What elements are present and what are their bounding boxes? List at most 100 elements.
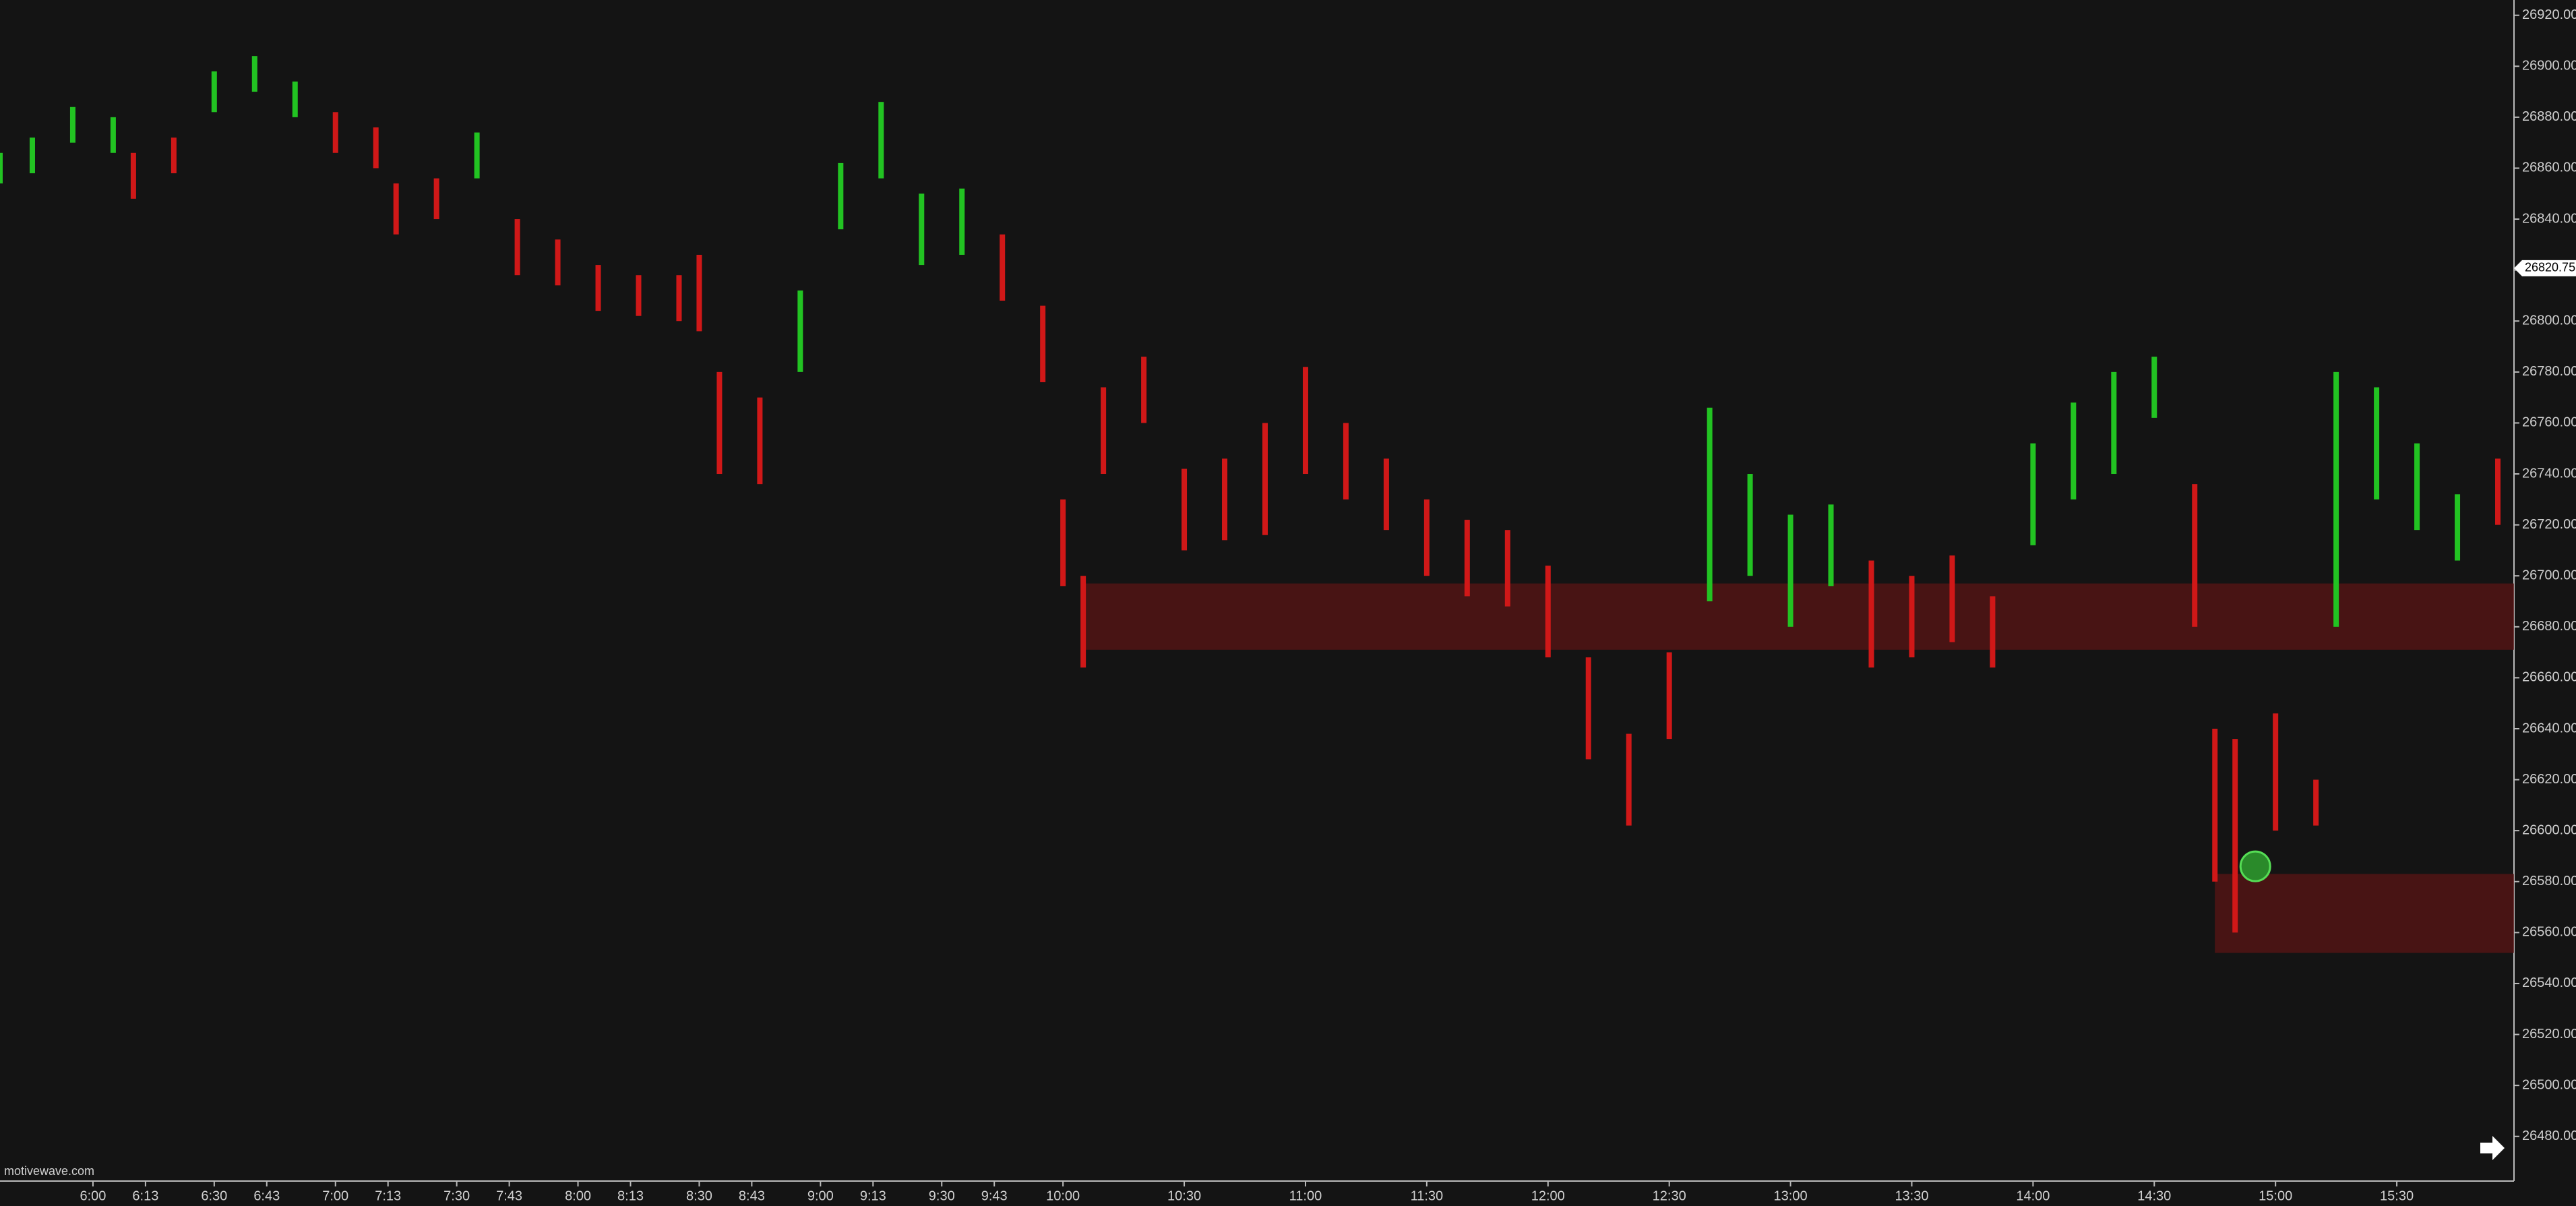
y-tick-label: 26760.00 (2522, 415, 2576, 430)
price-bar (1787, 514, 1793, 627)
price-bar (1949, 555, 1955, 642)
price-bar (959, 188, 965, 255)
plot (0, 56, 2514, 953)
x-tick-label: 13:30 (1895, 1188, 1928, 1203)
price-bar (1828, 504, 1834, 586)
y-tick-label: 26560.00 (2522, 925, 2576, 940)
scroll-arrow-icon[interactable] (2480, 1136, 2505, 1160)
watermark: motivewave.com (4, 1164, 94, 1178)
y-tick-label: 26480.00 (2522, 1128, 2576, 1143)
y-tick-label: 26640.00 (2522, 721, 2576, 735)
price-bar (1182, 469, 1188, 551)
x-tick-label: 6:13 (132, 1188, 158, 1203)
x-tick-label: 7:43 (496, 1188, 522, 1203)
last-price-label: 26820.75 (2525, 261, 2575, 274)
x-tick-label: 12:30 (1653, 1188, 1686, 1203)
x-tick-label: 15:30 (2380, 1188, 2414, 1203)
price-bar (251, 56, 257, 92)
y-tick-label: 26800.00 (2522, 313, 2576, 328)
price-bar (2414, 443, 2420, 531)
price-bar (2273, 713, 2279, 831)
price-bar (2192, 484, 2198, 627)
y-tick-label: 26900.00 (2522, 59, 2576, 73)
price-bar (595, 265, 601, 311)
price-bar (2030, 443, 2036, 545)
y-tick-label: 26840.00 (2522, 211, 2576, 226)
price-bar (373, 127, 379, 169)
price-bar (555, 239, 561, 286)
price-bar (1343, 423, 1349, 500)
price-bar (716, 371, 723, 475)
price-bar (2374, 387, 2380, 500)
x-tick-label: 9:43 (981, 1188, 1008, 1203)
price-bar (1141, 357, 1147, 423)
price-bar (1383, 458, 1389, 531)
y-tick-label: 26740.00 (2522, 466, 2576, 481)
price-bar (2212, 728, 2218, 882)
price-bar (514, 219, 520, 276)
price-bar (393, 183, 399, 235)
price-bar (2455, 494, 2461, 561)
price-bar (1302, 367, 1308, 475)
x-tick-label: 8:13 (617, 1188, 644, 1203)
price-bar (757, 397, 763, 485)
x-tick-label: 15:00 (2259, 1188, 2292, 1203)
x-tick-label: 11:30 (1411, 1188, 1444, 1203)
price-bar (1909, 576, 1915, 658)
price-bar (2333, 371, 2339, 627)
price-bar (2313, 779, 2319, 826)
x-tick-label: 6:30 (201, 1188, 227, 1203)
x-tick-label: 14:30 (2137, 1188, 2171, 1203)
x-tick-label: 6:00 (80, 1188, 106, 1203)
price-bar (1080, 576, 1086, 668)
x-tick-label: 8:30 (686, 1188, 712, 1203)
price-bar (2111, 371, 2117, 475)
price-bar (1423, 499, 1430, 576)
x-tick-label: 10:30 (1167, 1188, 1201, 1203)
y-tick-label: 26700.00 (2522, 568, 2576, 582)
y-tick-label: 26880.00 (2522, 109, 2576, 124)
zone (1085, 583, 2514, 650)
last-price-tag (2514, 260, 2576, 276)
price-bar (211, 71, 217, 113)
x-tick-label: 8:00 (565, 1188, 591, 1203)
x-tick-label: 11:00 (1289, 1188, 1322, 1203)
price-bar (696, 254, 702, 332)
y-tick-label: 26540.00 (2522, 975, 2576, 990)
y-tick-label: 26620.00 (2522, 772, 2576, 787)
x-tick-label: 7:00 (322, 1188, 348, 1203)
y-tick-label: 26920.00 (2522, 7, 2576, 22)
x-tick-label: 14:00 (2016, 1188, 2050, 1203)
price-bar (69, 107, 75, 143)
price-bar (433, 178, 439, 220)
y-tick-label: 26780.00 (2522, 364, 2576, 379)
y-tick-label: 26660.00 (2522, 670, 2576, 685)
price-bar (1000, 234, 1006, 301)
price-bar (1504, 530, 1510, 607)
x-tick-label: 9:00 (807, 1188, 834, 1203)
price-bar (1990, 596, 1996, 668)
price-bar (1101, 387, 1107, 475)
x-tick-label: 7:13 (375, 1188, 401, 1203)
price-bar (797, 290, 803, 372)
price-bar (292, 81, 298, 117)
price-bar (919, 193, 925, 266)
price-bar (636, 275, 642, 316)
y-tick-label: 26520.00 (2522, 1027, 2576, 1042)
price-bar (878, 102, 884, 179)
price-bar (0, 152, 3, 184)
x-tick-label: 9:30 (929, 1188, 955, 1203)
x-tick-label: 13:00 (1774, 1188, 1808, 1203)
price-bar (676, 275, 682, 322)
price-bar (1707, 407, 1713, 602)
x-tick-label: 12:00 (1531, 1188, 1565, 1203)
x-tick-label: 10:00 (1046, 1188, 1080, 1203)
signal-marker (2239, 850, 2271, 882)
y-tick-label: 26860.00 (2522, 160, 2576, 175)
price-bar (2232, 739, 2238, 933)
price-bar (2495, 458, 2501, 525)
price-bar (1666, 652, 1672, 740)
y-tick-label: 26600.00 (2522, 822, 2576, 837)
